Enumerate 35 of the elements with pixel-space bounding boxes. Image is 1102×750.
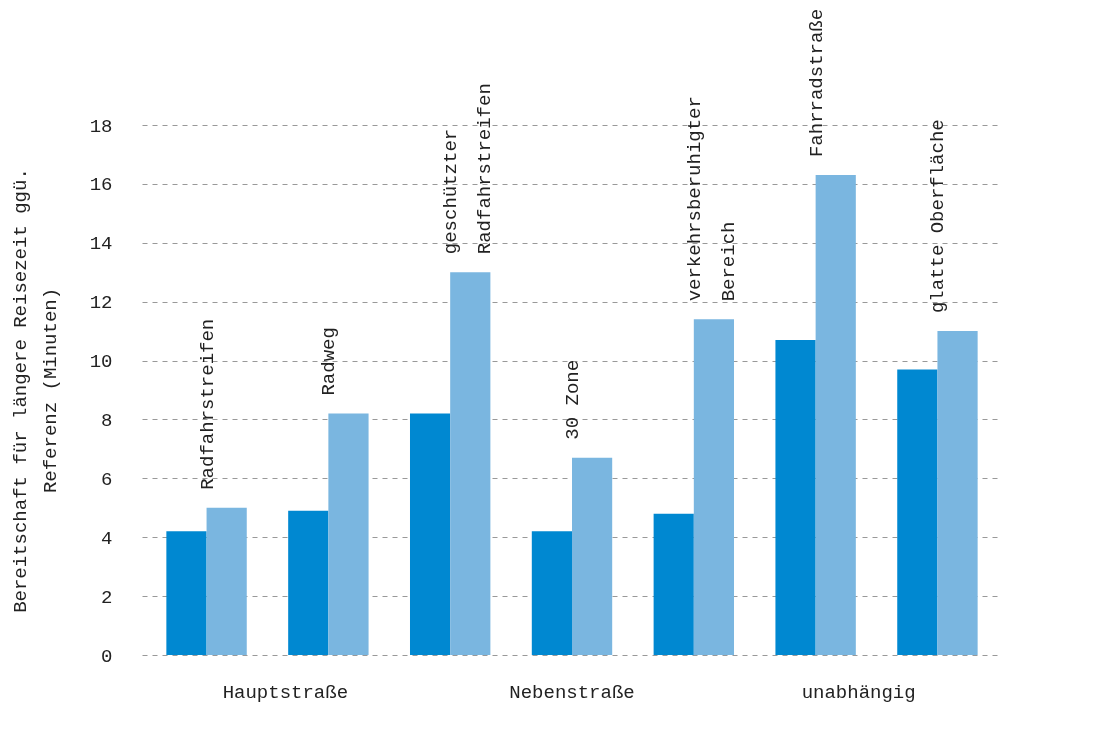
y-tick-label: 18 bbox=[89, 115, 113, 138]
bar bbox=[288, 510, 329, 655]
x-tick-label: glatte Oberfläche bbox=[927, 119, 950, 314]
y-tick-label: 14 bbox=[89, 233, 113, 256]
bar bbox=[775, 339, 816, 655]
bar bbox=[531, 531, 572, 655]
bar bbox=[693, 319, 735, 655]
bar bbox=[409, 413, 451, 655]
y-tick-label: 0 bbox=[101, 645, 113, 668]
text: Hauptstraße bbox=[222, 682, 349, 704]
bar bbox=[572, 457, 613, 655]
x-tick-label: geschützter Radfahrstreifen bbox=[440, 83, 497, 255]
bar bbox=[815, 175, 856, 655]
bar bbox=[328, 413, 369, 655]
y-tick-label: 12 bbox=[89, 292, 113, 315]
y-tick-label: 6 bbox=[101, 468, 113, 491]
x-tick-label: Fahrradstraße bbox=[805, 8, 828, 158]
text: unabhängig bbox=[801, 682, 916, 704]
bar bbox=[653, 513, 694, 655]
y-tick-label: 8 bbox=[101, 409, 113, 432]
y-tick-label: 10 bbox=[89, 351, 113, 374]
x-tick-label: Radfahrstreifen bbox=[196, 318, 219, 490]
text: Nebenstraße bbox=[509, 682, 635, 704]
y-axis-title: Bereitschaft für längere Reisezeit ggü. Referenz (Minuten) bbox=[9, 168, 62, 613]
bar bbox=[897, 369, 938, 655]
y-tick-label: 2 bbox=[101, 586, 113, 609]
x-tick-label: 30 Zone bbox=[562, 359, 584, 440]
bar bbox=[937, 331, 978, 655]
y-tick-label: 16 bbox=[89, 174, 113, 197]
bar bbox=[166, 531, 207, 655]
bar bbox=[206, 507, 247, 655]
x-tick-label: Radweg bbox=[318, 327, 341, 396]
bar bbox=[450, 272, 491, 655]
x-tick-label: verkehrsberuhigter Bereich bbox=[683, 96, 740, 302]
y-tick-label: 4 bbox=[101, 527, 113, 550]
